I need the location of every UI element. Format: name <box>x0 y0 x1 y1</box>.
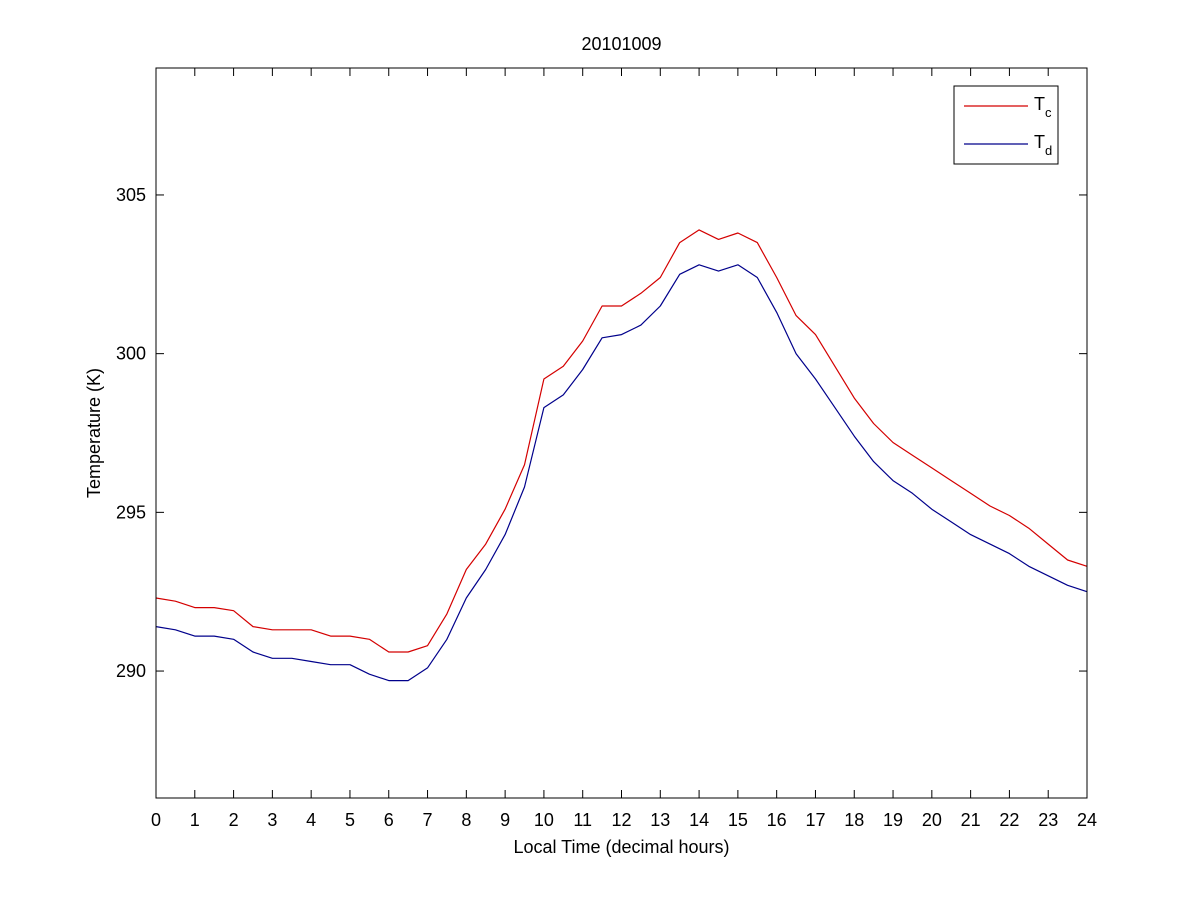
legend-label: Tc <box>1034 94 1052 120</box>
legend-label-subscript: d <box>1045 143 1052 158</box>
x-tick-label: 11 <box>573 810 592 830</box>
y-tick-label: 290 <box>116 661 146 681</box>
legend-label-main: T <box>1034 94 1045 114</box>
x-tick-label: 15 <box>728 810 748 830</box>
legend-label-subscript: c <box>1045 105 1052 120</box>
x-tick-label: 17 <box>805 810 825 830</box>
plot-area <box>155 67 1088 799</box>
x-tick-label: 14 <box>689 810 709 830</box>
x-tick-label: 4 <box>306 810 316 830</box>
x-tick-label: 9 <box>500 810 510 830</box>
x-tick-label: 19 <box>883 810 903 830</box>
x-tick-label: 16 <box>767 810 787 830</box>
y-tick-label: 295 <box>116 502 146 522</box>
series-line-td <box>155 264 1088 682</box>
x-tick-label: 22 <box>999 810 1019 830</box>
x-tick-label: 23 <box>1038 810 1058 830</box>
x-tick-label: 12 <box>611 810 631 830</box>
x-tick-label: 10 <box>534 810 554 830</box>
x-tick-label: 2 <box>229 810 239 830</box>
x-axis: 0 1 2 3 4 5 6 7 8 9 10 11 12 13 14 15 16 17 18 19 20 21 22 23 24 <box>151 68 1097 830</box>
x-tick-label: 5 <box>345 810 355 830</box>
x-tick-label: 0 <box>151 810 161 830</box>
x-tick-label: 13 <box>650 810 670 830</box>
x-tick-label: 21 <box>961 810 981 830</box>
x-tick-label: 8 <box>461 810 471 830</box>
y-tick-label: 300 <box>116 344 146 364</box>
chart-title: 20101009 <box>581 34 661 54</box>
legend-label: Td <box>1034 132 1052 158</box>
x-axis-title: Local Time (decimal hours) <box>513 837 729 857</box>
series-layer <box>155 229 1088 682</box>
legend-box <box>953 85 1059 165</box>
x-tick-label: 1 <box>190 810 200 830</box>
y-tick-label: 305 <box>116 185 146 205</box>
y-axis: 290 295 300 305 <box>116 185 1087 681</box>
y-axis-title: Temperature (K) <box>84 368 104 498</box>
legend-label-main: T <box>1034 132 1045 152</box>
series-line-tc <box>155 229 1088 653</box>
x-tick-label: 7 <box>423 810 433 830</box>
x-tick-label: 6 <box>384 810 394 830</box>
x-tick-label: 18 <box>844 810 864 830</box>
x-tick-label: 20 <box>922 810 942 830</box>
x-tick-label: 24 <box>1077 810 1097 830</box>
x-tick-label: 3 <box>267 810 277 830</box>
